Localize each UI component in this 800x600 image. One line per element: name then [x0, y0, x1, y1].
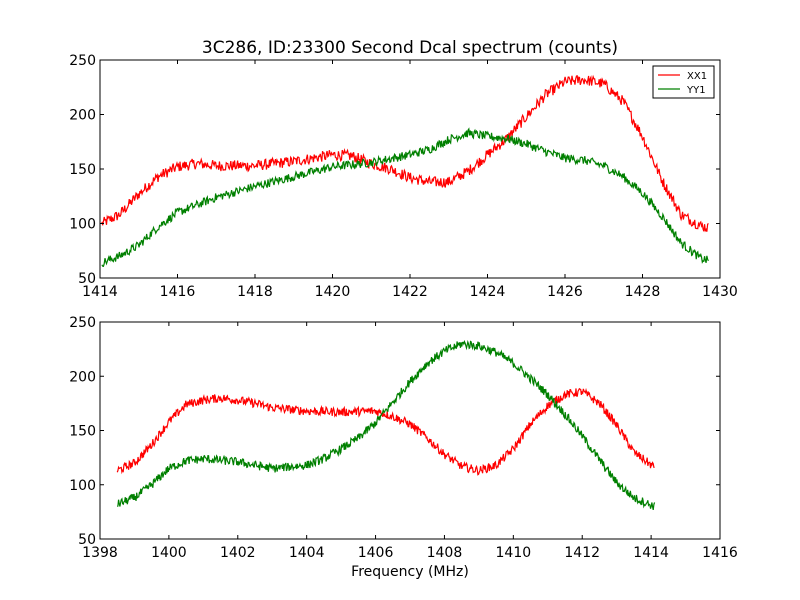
y-tick-label: 250 [69, 315, 96, 331]
y-tick-label: 50 [78, 271, 96, 287]
series-line-yy1 [116, 339, 656, 511]
legend-label-xx1: XX1 [687, 71, 707, 82]
x-tick-label: 1404 [289, 545, 325, 561]
plots-container: 1414 1416 1418 1420 1422 1424 1426 1428 1430 50 10… [69, 53, 738, 580]
y-tick-label: 100 [69, 217, 96, 233]
x-tick-label: 1410 [496, 545, 532, 561]
y-tick-label: 100 [69, 478, 96, 494]
figure-title: 3C286, ID:23300 Second Dcal spectrum (co… [202, 38, 618, 58]
x-tick-label: 1402 [220, 545, 256, 561]
y-tick-label: 150 [69, 162, 96, 178]
y-tick-label: 150 [69, 424, 96, 440]
y-tick-label: 50 [78, 532, 96, 548]
x-axis-label: Frequency (MHz) [351, 564, 469, 580]
x-tick-label: 1398 [82, 545, 118, 561]
x-tick-label: 1412 [564, 545, 600, 561]
x-tick-label: 1400 [151, 545, 187, 561]
subplot-1: 1414 1416 1418 1420 1422 1424 1426 1428 1430 50 10… [69, 53, 738, 300]
y-tick-label: 250 [69, 53, 96, 69]
x-tick-label: 1426 [547, 284, 583, 300]
series-line-xx1 [116, 387, 655, 476]
x-tick-label: 1416 [160, 284, 196, 300]
x-tick-label: 1414 [633, 545, 669, 561]
x-tick-label: 1420 [315, 284, 351, 300]
x-tick-label: 1424 [470, 284, 506, 300]
legend-box [652, 65, 715, 99]
x-tick-label: 1418 [237, 284, 273, 300]
x-tick-label: 1408 [427, 545, 463, 561]
x-tick-label: 1430 [702, 284, 738, 300]
y-tick-label: 200 [69, 108, 96, 124]
series-line-yy1 [101, 127, 709, 268]
x-tick-label: 1422 [392, 284, 428, 300]
legend-label-yy1: YY1 [686, 85, 706, 96]
x-tick-label: 1414 [82, 284, 118, 300]
x-tick-label: 1416 [702, 545, 738, 561]
y-tick-label: 200 [69, 369, 96, 385]
x-tick-label: 1406 [358, 545, 394, 561]
x-tick-label: 1428 [625, 284, 661, 300]
series-line-xx1 [101, 74, 709, 233]
subplot-2: 1398 1400 1402 1404 1406 1408 1410 1412 1414 1416… [69, 315, 738, 580]
